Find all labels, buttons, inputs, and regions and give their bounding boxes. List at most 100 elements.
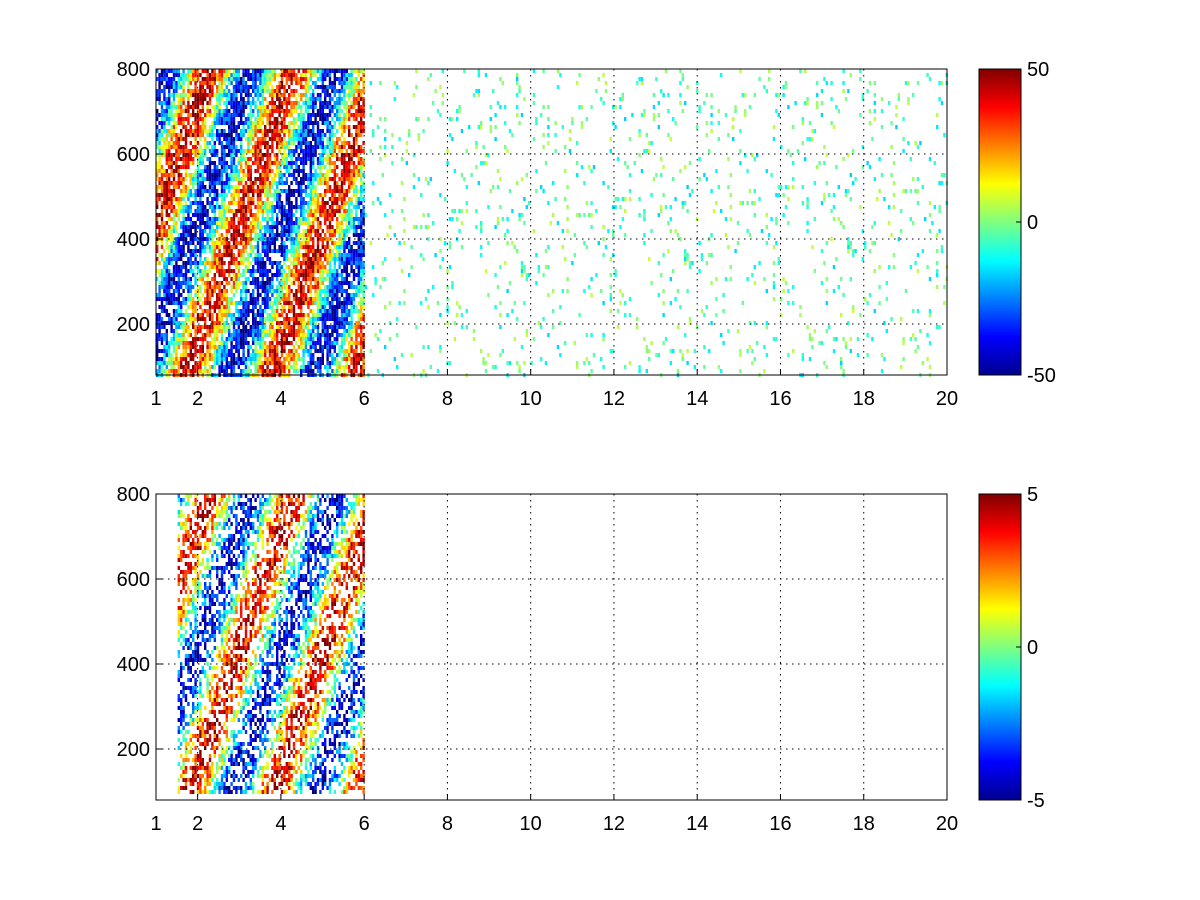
top-heatmap-cell-1475 <box>216 129 219 133</box>
top-heatmap-cell-3519 <box>297 137 300 141</box>
top-heatmap-cell-2421 <box>252 357 255 361</box>
top-heatmap-cell-2593 <box>259 273 262 277</box>
top-heatmap-cell-4001 <box>316 121 320 125</box>
top-heatmap-cell-773 <box>184 365 188 369</box>
top-heatmap-cell-3860 <box>309 301 312 305</box>
top-heatmap-cell-254 <box>165 197 168 201</box>
top-heatmap-cell-4303 <box>328 137 332 141</box>
top-heatmap-cell-1141 <box>201 177 204 181</box>
top-heatmap-cell-755 <box>184 277 188 281</box>
top-heatmap-cell-58 <box>158 85 161 89</box>
top-heatmap-cell-354 <box>170 77 173 81</box>
top-heatmap-cell-203 <box>163 257 166 261</box>
top-heatmap-cell-1831 <box>230 77 233 81</box>
top-heatmap-cell-1218 <box>204 301 207 305</box>
top-heatmap-cell-43 <box>156 321 159 325</box>
top-heatmap-cell-1309 <box>208 193 212 197</box>
top-heatmap-cell-1083 <box>199 193 202 197</box>
top-heatmap-cell-2580 <box>259 201 262 205</box>
top-heatmap-cell-1824 <box>228 337 231 341</box>
top-heatmap-cell-4745 <box>345 245 348 249</box>
top-heatmap-cell-4753 <box>345 281 348 285</box>
top-heatmap-cell-3918 <box>312 265 315 269</box>
top-heatmap-cell-4065 <box>319 129 322 133</box>
top-heatmap-cell-4186 <box>324 133 327 137</box>
top-heatmap-cell-2859 <box>268 345 272 349</box>
top-heatmap-cell-4080 <box>319 205 322 209</box>
top-heatmap-cell-725 <box>184 133 188 137</box>
top-heatmap-cell-4534 <box>338 93 341 97</box>
top-heatmap-cell-4235 <box>326 113 329 117</box>
top-heatmap-cell-210 <box>163 285 166 289</box>
top-heatmap-cell-1523 <box>218 77 221 81</box>
top-heatmap-cell-2097 <box>240 197 243 201</box>
top-heatmap-cell-4622 <box>340 245 344 249</box>
top-heatmap-cell-1328 <box>208 301 212 305</box>
top-heatmap-cell-3933 <box>312 341 315 345</box>
top-heatmap-cell-3533 <box>297 221 300 225</box>
top-heatmap-cell-982 <box>194 273 197 277</box>
top-heatmap-cell-3587 <box>300 185 303 189</box>
top-heatmap-cell-818 <box>187 289 190 293</box>
top-heatmap-cell-2939 <box>273 129 276 133</box>
top-heatmap-cell-538 <box>177 73 180 77</box>
top-heatmap-cell-1001 <box>194 369 197 373</box>
top-heatmap-cell-1067 <box>199 117 202 121</box>
top-heatmap-cell-4322 <box>328 229 332 233</box>
top-heatmap-cell-955 <box>194 133 197 137</box>
top-heatmap-cell-3524 <box>297 165 300 169</box>
top-heatmap-cell-1064 <box>199 101 202 105</box>
top-heatmap-cell-3800 <box>307 329 310 333</box>
top-heatmap-cell-3202 <box>283 305 286 309</box>
top-heatmap-cell-1611 <box>220 189 224 193</box>
top-heatmap-cell-1501 <box>216 269 219 273</box>
top-heatmap-cell-288 <box>165 365 168 369</box>
top-heatmap-cell-3440 <box>292 329 296 333</box>
top-heatmap-cell-4037 <box>316 293 320 297</box>
top-heatmap-cell-1039 <box>196 261 200 265</box>
top-heatmap-cell-4018 <box>316 209 320 213</box>
top-heatmap-cell-2051 <box>237 277 240 281</box>
top-heatmap-cell-3743 <box>304 349 308 353</box>
top-heatmap-cell-3145 <box>280 329 284 333</box>
top-heatmap-cell-3804 <box>307 349 310 353</box>
top-heatmap-cell-3523 <box>297 157 300 161</box>
top-heatmap-cell-4245 <box>326 161 329 165</box>
top-heatmap-cell-2284 <box>247 225 250 229</box>
top-heatmap-cell-17 <box>156 169 159 173</box>
top-heatmap-cell-3010 <box>276 225 279 229</box>
top-heatmap-cell-4932 <box>352 301 356 305</box>
top-heatmap-cell-285 <box>165 349 168 353</box>
top-heatmap-cell-4140 <box>321 193 324 197</box>
top-heatmap-cell-1941 <box>232 317 236 321</box>
top-heatmap-cell-4725 <box>345 125 348 129</box>
top-heatmap-cell-2899 <box>271 237 274 241</box>
top-heatmap-cell-1088 <box>199 213 202 217</box>
top-heatmap-cell-4291 <box>328 81 332 85</box>
top-heatmap-cell-2656 <box>261 273 264 277</box>
top-heatmap-cell-646 <box>180 321 183 325</box>
top-heatmap-cell-2060 <box>237 329 240 333</box>
top-heatmap-cell-2132 <box>242 77 245 81</box>
top-heatmap-cell-328 <box>168 245 171 249</box>
top-heatmap-cell-3195 <box>283 273 286 277</box>
top-heatmap-cell-924 <box>192 297 195 301</box>
top-heatmap-cell-309 <box>168 153 171 157</box>
top-heatmap-cell-1081 <box>199 185 202 189</box>
top-heatmap-cell-574 <box>177 253 180 257</box>
top-heatmap-cell-2999 <box>276 173 279 177</box>
top-heatmap-cell-3417 <box>292 221 296 225</box>
top-heatmap-cell-3418 <box>292 225 296 229</box>
top-heatmap-cell-9 <box>156 129 159 133</box>
top-heatmap-cell-3446 <box>292 357 296 361</box>
top-heatmap-cell-1904 <box>232 137 236 141</box>
top-heatmap-cell-2729 <box>264 317 267 321</box>
top-heatmap-cell-4066 <box>319 133 322 137</box>
top-heatmap-cell-3896 <box>312 165 315 169</box>
top-heatmap-cell-2240 <box>244 313 248 317</box>
top-heatmap-cell-343 <box>168 317 171 321</box>
top-heatmap-cell-4462 <box>333 325 336 329</box>
top-heatmap-cell-3343 <box>290 101 293 105</box>
top-heatmap-cell-1804 <box>228 221 231 225</box>
top-heatmap-cell-4364 <box>331 137 334 141</box>
